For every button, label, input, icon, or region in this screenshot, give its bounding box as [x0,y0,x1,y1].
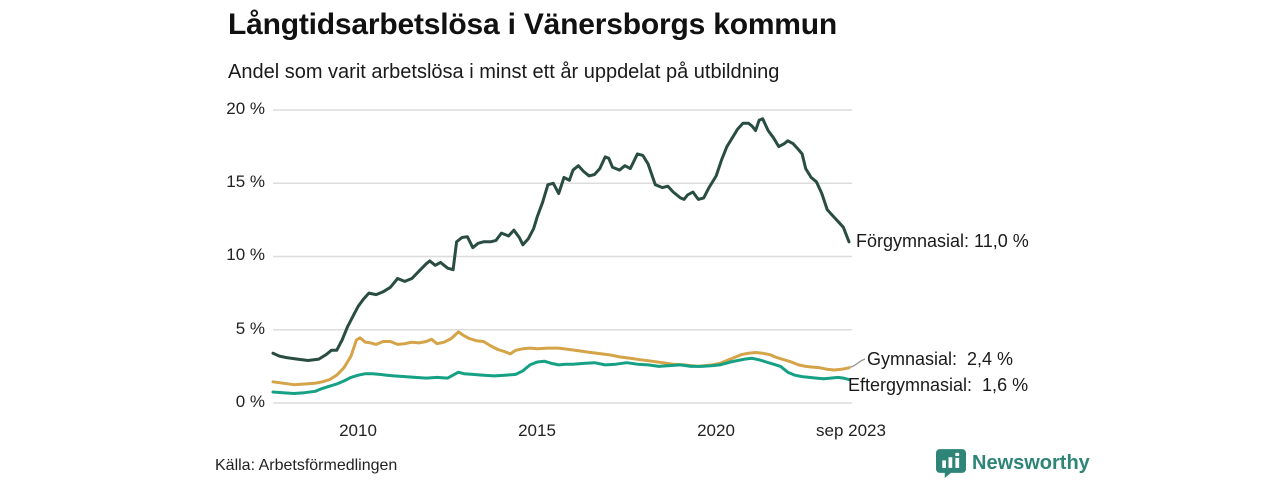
newsworthy-logo-text: Newsworthy [972,452,1090,474]
newsworthy-logo-icon [936,449,966,478]
y-tick-label: 15 % [226,172,265,191]
y-tick-label: 5 % [235,319,265,338]
y-tick-label: 0 % [235,392,265,411]
y-tick-label: 20 % [226,99,265,118]
page-title: Långtidsarbetslösa i Vänersborgs kommun [228,8,838,41]
series-line-gymnasial [271,330,851,387]
x-tick-label: sep 2023 [816,421,886,440]
series-line-eftergymnasial [271,356,851,395]
x-tick-label: 2020 [697,421,735,440]
source-note: Källa: Arbetsförmedlingen [215,457,398,474]
x-tick-label: 2015 [518,421,556,440]
x-tick-label: 2010 [339,421,377,440]
series-label-eftergymnasial: Eftergymnasial: 1,6 % [848,375,1029,395]
series-label-forgymnasial: Förgymnasial: 11,0 % [856,231,1029,251]
series-label-gymnasial: Gymnasial: 2,4 % [867,349,1014,369]
gymnasial-label-leader-line [849,358,866,368]
chart-subtitle: Andel som varit arbetslösa i minst ett å… [228,61,780,83]
series-line-förgymnasial [271,117,851,362]
y-tick-label: 10 % [226,245,265,264]
